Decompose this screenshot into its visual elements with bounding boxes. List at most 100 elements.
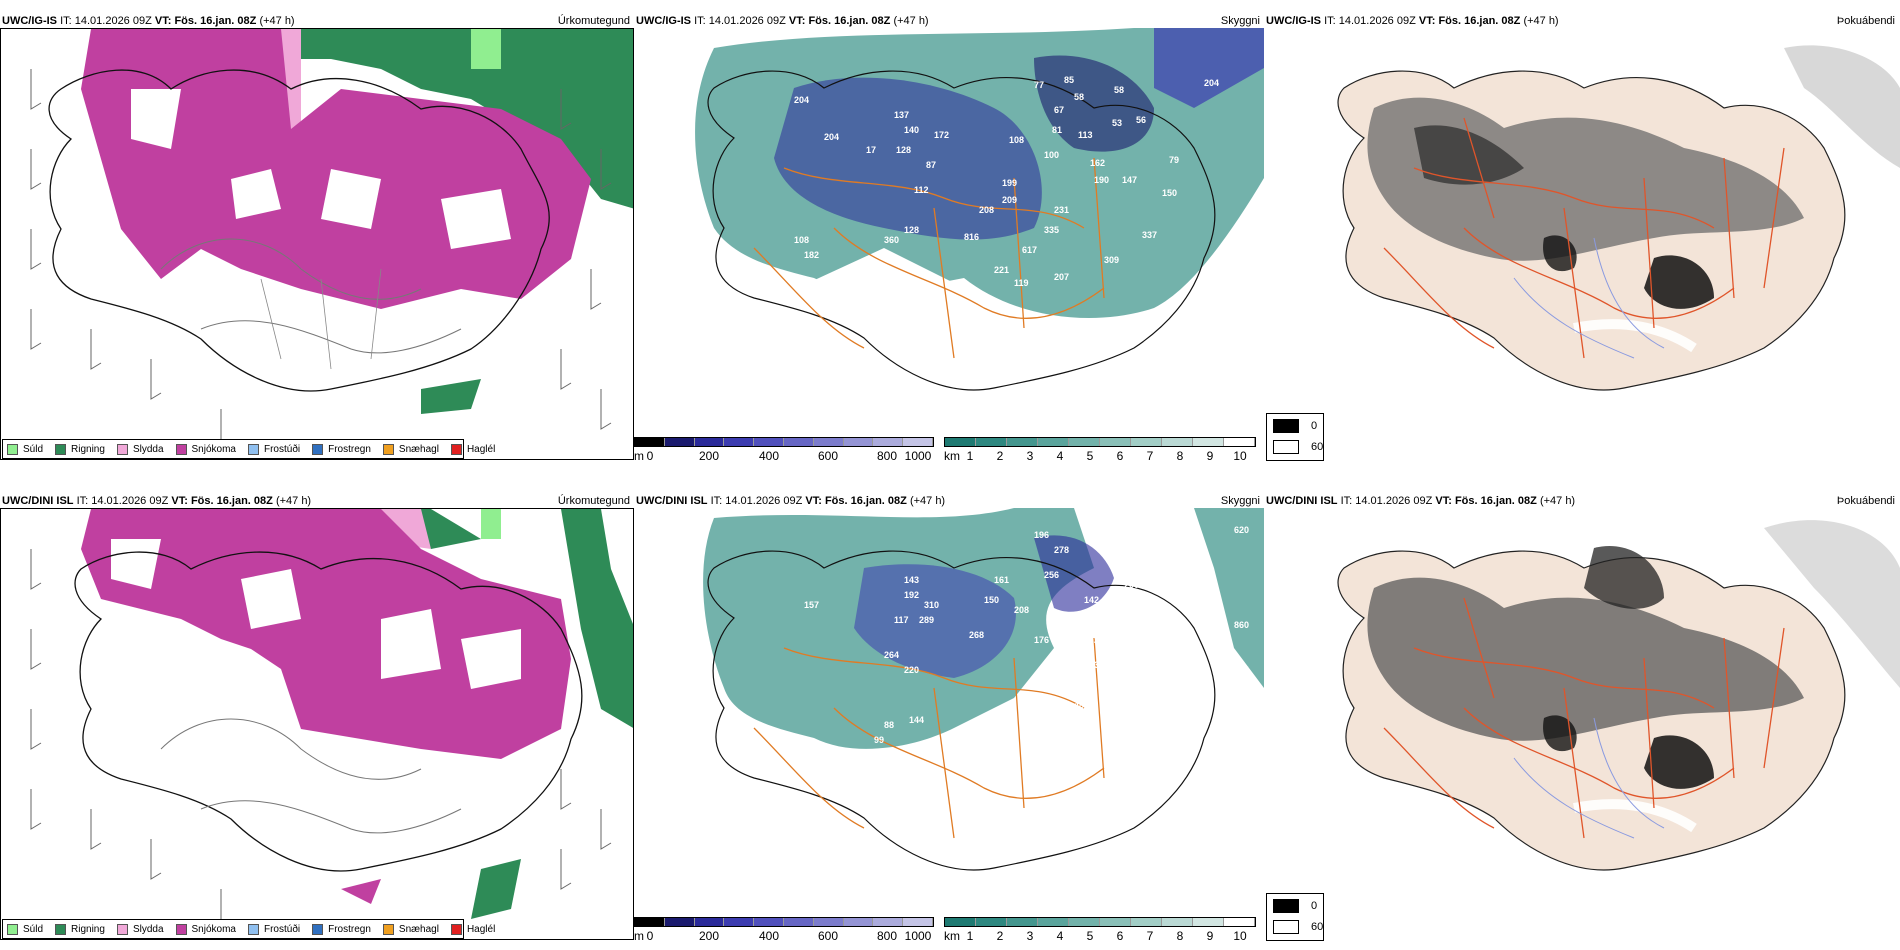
ceiling-label: 142 xyxy=(1084,595,1099,605)
it-label: IT: xyxy=(694,15,706,27)
legend-item: Haglél xyxy=(450,443,495,455)
it-value: 14.01.2026 09Z xyxy=(91,495,169,507)
fog-panel-bottom: UWC/DINI ISL IT: 14.01.2026 09Z VT: Fös.… xyxy=(1264,494,1900,944)
visibility-tick: 1 xyxy=(966,929,974,943)
fog-legend-bottom: 0 60 xyxy=(1266,893,1324,941)
ceiling-label: 85 xyxy=(1064,75,1074,85)
legend-swatch xyxy=(55,923,67,935)
legend-item: Frostregn xyxy=(312,443,371,455)
legend-item: Slydda xyxy=(116,923,164,935)
legend-swatch xyxy=(175,443,187,455)
panel-header: UWC/IG-IS IT: 14.01.2026 09Z VT: Fös. 16… xyxy=(2,14,295,28)
panel-header: UWC/IG-IS IT: 14.01.2026 09Z VT: Fös. 16… xyxy=(636,14,929,28)
legend-item: Snjókoma xyxy=(175,923,236,935)
model-name: UWC/DINI ISL xyxy=(2,495,74,507)
visibility-tick: 4 xyxy=(1056,929,1064,943)
legend-item: Frostúði xyxy=(247,443,300,455)
ceiling-label: 67 xyxy=(1054,105,1064,115)
ceiling-label: 204 xyxy=(1204,78,1219,88)
legend-swatch xyxy=(247,923,259,935)
panel-title: Þokuábendi xyxy=(1836,495,1895,507)
it-value: 14.01.2026 09Z xyxy=(1338,15,1416,27)
fog-legend-top: 0 60 xyxy=(1266,413,1324,461)
lead-time: (+47 h) xyxy=(893,15,929,27)
ceiling-label: 143 xyxy=(904,575,919,585)
ceiling-label: 56 xyxy=(1136,115,1146,125)
panel-title: Skyggni xyxy=(1220,495,1260,507)
vt-value: Fös. 16.jan. 08Z xyxy=(174,15,257,27)
ceiling-label: 289 xyxy=(919,615,934,625)
vt-label: VT: xyxy=(154,15,172,27)
ceiling-unit: m xyxy=(634,929,644,943)
ceiling-label: 360 xyxy=(884,235,899,245)
ceiling-label: 310 xyxy=(924,600,939,610)
fog-swatch xyxy=(1273,920,1299,934)
fog-legend-row: 60 xyxy=(1273,440,1323,454)
fog-legend-row: 0 xyxy=(1273,419,1317,433)
it-label: IT: xyxy=(1340,495,1353,507)
ceiling-label: 349 xyxy=(1054,730,1069,740)
panel-header: UWC/DINI ISL IT: 14.01.2026 09Z VT: Fös.… xyxy=(1266,494,1575,508)
ceiling-label: 119 xyxy=(1014,278,1029,288)
ceiling-label: 617 xyxy=(1022,245,1037,255)
ceiling-tick: 0 xyxy=(646,449,654,463)
precip-legend: Súld Rigning Slydda Snjókoma Frostúði Fr… xyxy=(2,439,495,459)
it-value: 14.01.2026 09Z xyxy=(1355,495,1433,507)
ceiling-label: 113 xyxy=(1078,130,1093,140)
ceiling-label: 200 xyxy=(1124,580,1139,590)
legend-item: Súld xyxy=(7,443,43,455)
ceiling-label: 231 xyxy=(1054,205,1069,215)
fog-legend-label: 60 xyxy=(1311,441,1324,453)
visibility-tick: 2 xyxy=(996,929,1004,943)
ceiling-label: 162 xyxy=(1090,158,1105,168)
ceiling-label: 79 xyxy=(1169,155,1179,165)
ceiling-tick: 1000 xyxy=(904,449,932,463)
ceiling-label: 208 xyxy=(979,205,994,215)
ceiling-label: 816 xyxy=(964,232,979,242)
legend-swatch xyxy=(116,443,128,455)
visibility-tick: 5 xyxy=(1086,449,1094,463)
fog-map xyxy=(1337,45,1900,391)
legend-swatch xyxy=(382,923,394,935)
visibility-colorbar: km 1 2 3 4 5 6 7 8 9 10 xyxy=(944,437,1264,463)
vt-value: Fös. 16.jan. 08Z xyxy=(190,495,273,507)
ceiling-label: 221 xyxy=(994,265,1009,275)
it-label: IT: xyxy=(710,495,723,507)
legend-swatch xyxy=(55,443,67,455)
legend-swatch xyxy=(175,923,187,935)
fog-map xyxy=(1337,520,1900,871)
ceiling-label: 208 xyxy=(1014,605,1029,615)
visibility-tick: 1 xyxy=(966,449,974,463)
cloud-panel-bottom: UWC/DINI ISL IT: 14.01.2026 09Z VT: Fös.… xyxy=(634,494,1264,944)
cloud-map: 620 196 278 256 142 200 143 192 310 161 … xyxy=(703,508,1264,871)
ceiling-label: 182 xyxy=(804,250,819,260)
visibility-tick: 4 xyxy=(1056,449,1064,463)
visibility-tick: 2 xyxy=(996,449,1004,463)
ceiling-label: 192 xyxy=(904,590,919,600)
ceiling-colorbar: m 0 200 400 600 800 1000 xyxy=(634,437,934,463)
ceiling-label: 173 xyxy=(1039,665,1054,675)
ceiling-label: 241 xyxy=(994,715,1009,725)
visibility-tick: 6 xyxy=(1116,449,1124,463)
visibility-tick: 8 xyxy=(1176,929,1184,943)
ceiling-label: 204 xyxy=(824,132,839,142)
precip-panel-bottom: UWC/DINI ISL IT: 14.01.2026 09Z VT: Fös.… xyxy=(0,494,634,944)
ceiling-label: 844 xyxy=(1234,665,1249,675)
legend-item: Slydda xyxy=(116,443,164,455)
ceiling-label: 17 xyxy=(866,145,876,155)
visibility-unit: km xyxy=(944,449,960,463)
ceiling-label: 207 xyxy=(1054,272,1069,282)
fog-swatch xyxy=(1273,899,1299,913)
ceiling-label: 157 xyxy=(804,600,819,610)
ceiling-label: 204 xyxy=(794,95,809,105)
ceiling-tick: 200 xyxy=(698,929,720,943)
ceiling-label: 176 xyxy=(1034,635,1049,645)
legend-swatch xyxy=(450,923,462,935)
visibility-unit: km xyxy=(944,929,960,943)
ceiling-label: 256 xyxy=(1044,570,1059,580)
legend-item: Rigning xyxy=(55,923,105,935)
cloud-ceiling-labels: 620 196 278 256 142 200 143 192 310 161 … xyxy=(804,525,1249,755)
legend-swatch xyxy=(7,923,18,935)
ceiling-label: 268 xyxy=(969,630,984,640)
legend-swatch xyxy=(116,923,128,935)
